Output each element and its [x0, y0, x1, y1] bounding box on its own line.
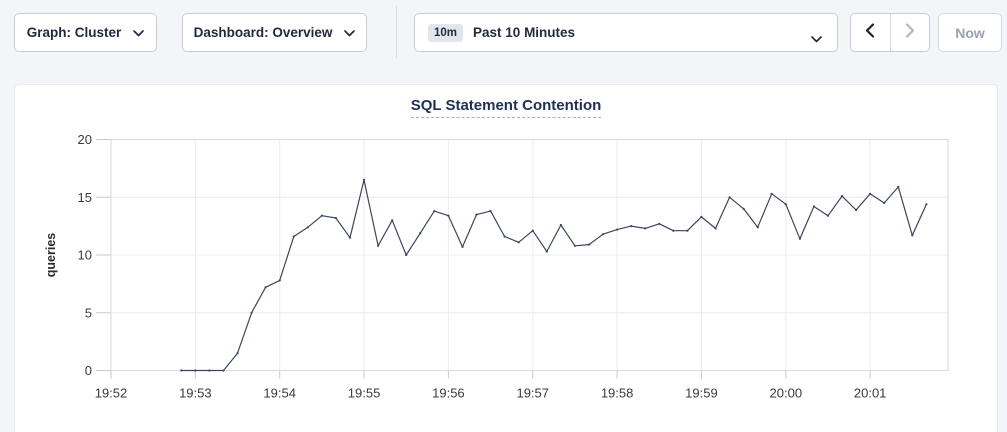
data-point [180, 369, 183, 372]
data-point [208, 369, 211, 372]
data-point [377, 244, 380, 247]
x-tick-label: 20:00 [770, 386, 803, 401]
data-point [630, 225, 633, 228]
dashboard-dropdown[interactable]: Dashboard: Overview [182, 13, 367, 52]
x-tick-label: 19:57 [516, 386, 549, 401]
x-tick-label: 19:53 [179, 386, 212, 401]
chart-title-row: SQL Statement Contention [15, 97, 997, 118]
x-tick-label: 19:52 [95, 386, 128, 401]
data-point [658, 222, 661, 225]
data-point [616, 228, 619, 231]
y-tick-label: 0 [85, 363, 92, 378]
graph-dropdown[interactable]: Graph: Cluster [14, 13, 157, 52]
data-point [812, 205, 816, 208]
data-point [770, 192, 773, 195]
chevron-left-icon [865, 22, 875, 43]
data-point [278, 279, 281, 282]
x-tick-label: 19:58 [601, 386, 634, 401]
data-point [756, 226, 759, 229]
data-point [545, 250, 548, 253]
data-point [587, 243, 591, 246]
data-point [742, 207, 745, 210]
data-point [292, 235, 295, 238]
x-tick-label: 20:01 [854, 386, 887, 401]
data-point [911, 234, 914, 237]
data-point [601, 233, 605, 236]
data-point [475, 213, 478, 216]
data-point [250, 311, 253, 314]
y-tick-label: 10 [78, 248, 92, 263]
y-tick-label: 20 [78, 132, 92, 147]
data-point [517, 241, 520, 244]
data-point [433, 210, 436, 213]
y-tick-label: 5 [85, 305, 92, 320]
chart-title[interactable]: SQL Statement Contention [410, 97, 602, 118]
data-point [320, 214, 323, 217]
data-point [391, 219, 394, 222]
x-tick-label: 19:55 [348, 386, 381, 401]
now-button-label: Now [955, 24, 985, 41]
data-point [461, 245, 464, 248]
data-point [362, 178, 366, 181]
data-point [897, 185, 900, 188]
time-range-label: Past 10 Minutes [473, 25, 576, 40]
dashboard-dropdown-label: Dashboard: Overview [193, 25, 333, 40]
time-nav-group [850, 13, 930, 52]
y-tick-label: 15 [78, 190, 92, 205]
data-point [194, 369, 197, 372]
graph-dropdown-label: Graph: Cluster [26, 25, 122, 40]
data-point [334, 216, 337, 220]
chevron-down-icon [133, 25, 145, 40]
data-point [714, 227, 717, 230]
data-point [644, 227, 647, 230]
time-range-badge: 10m [428, 23, 464, 42]
next-time-button[interactable] [889, 14, 929, 51]
data-point [531, 229, 534, 232]
data-point [686, 229, 689, 232]
chart-canvas[interactable]: 19:52 19:53 19:54 19:55 19:56 19:57 19:58 19:59… [15, 85, 997, 425]
data-point [728, 196, 731, 199]
x-tick-label: 19:56 [432, 386, 465, 401]
data-point [925, 203, 928, 206]
data-point [489, 210, 492, 213]
data-point [348, 236, 352, 239]
data-point [419, 232, 422, 235]
chevron-right-icon [905, 22, 915, 43]
data-point [236, 352, 239, 355]
data-point [222, 369, 225, 372]
chart-panel: SQL Statement Contention 19:52 19:53 19:54… [14, 84, 998, 432]
toolbar-divider [396, 6, 397, 58]
data-point [826, 214, 830, 217]
data-point [672, 229, 675, 232]
data-point [840, 195, 844, 198]
data-point [559, 223, 563, 227]
data-point [573, 244, 577, 247]
data-point [869, 192, 872, 195]
chevron-down-icon [344, 25, 356, 40]
data-point [784, 203, 787, 206]
data-point [700, 215, 703, 218]
data-point [855, 208, 858, 212]
data-line [181, 179, 927, 372]
data-point [405, 253, 408, 257]
now-button[interactable]: Now [938, 13, 1002, 52]
y-axis-label: queries [44, 233, 58, 278]
plot-border [110, 139, 949, 371]
data-point [306, 226, 309, 229]
data-point [447, 214, 450, 217]
x-tick-label: 19:59 [685, 386, 718, 401]
prev-time-button[interactable] [851, 14, 890, 51]
chevron-down-icon [811, 30, 822, 48]
data-point [264, 286, 267, 289]
data-point [798, 237, 802, 240]
x-tick-label: 19:54 [263, 386, 296, 401]
data-point [503, 235, 506, 238]
time-range-picker[interactable]: 10m Past 10 Minutes [414, 13, 838, 52]
data-point [883, 201, 886, 205]
